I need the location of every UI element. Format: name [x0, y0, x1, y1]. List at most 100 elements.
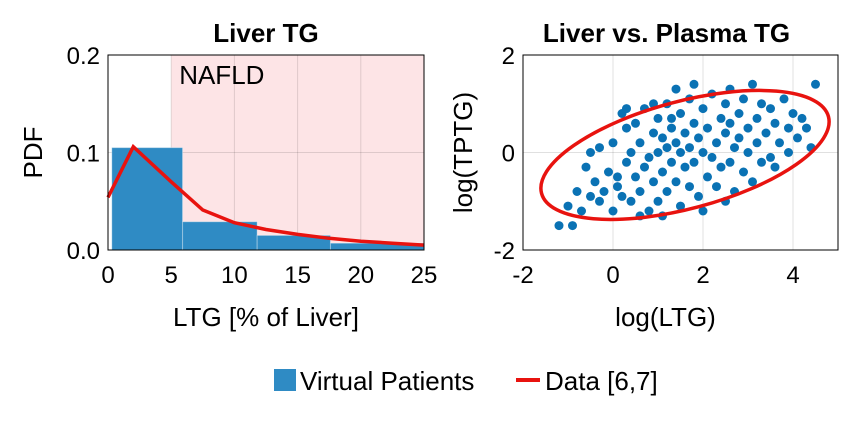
- scatter-point: [671, 84, 681, 94]
- scatter-point: [608, 138, 618, 148]
- y-tick-label: 2: [502, 43, 515, 70]
- scatter-point: [716, 162, 726, 172]
- scatter-point: [793, 133, 802, 143]
- scatter-point: [725, 118, 735, 128]
- scatter-point: [788, 109, 798, 118]
- left-x-axis-label: LTG [% of Liver]: [173, 302, 359, 332]
- scatter-point: [761, 128, 771, 138]
- scatter-point: [743, 148, 753, 157]
- scatter-point: [698, 104, 708, 114]
- x-tick-label: 10: [221, 262, 248, 289]
- scatter-point: [631, 172, 640, 182]
- scatter-point: [667, 113, 676, 123]
- nafld-annotation: NAFLD: [179, 60, 264, 90]
- scatter-point: [694, 133, 703, 143]
- scatter-point: [590, 177, 600, 187]
- scatter-point: [743, 123, 753, 133]
- scatter-point: [766, 152, 775, 162]
- scatter-point: [698, 148, 708, 157]
- scatter-point: [685, 143, 694, 153]
- scatter-point: [622, 157, 631, 167]
- left-axes-frame: [107, 54, 425, 251]
- scatter-point: [653, 196, 663, 206]
- confidence-ellipse: [539, 88, 831, 222]
- scatter-point: [703, 172, 712, 182]
- scatter-point: [599, 187, 609, 196]
- scatter-point: [595, 196, 604, 206]
- scatter-point: [784, 123, 793, 133]
- histogram-bar: [111, 147, 184, 251]
- x-tick-label: -2: [512, 262, 533, 289]
- scatter-point: [694, 191, 703, 201]
- x-tick-label: 5: [165, 262, 178, 289]
- scatter-point: [676, 109, 685, 118]
- scatter-point: [770, 118, 780, 128]
- left-x-tick-labels: 0 5 10 15 20 25: [101, 262, 437, 289]
- scatter-point: [712, 138, 721, 148]
- left-y-tick-labels: 0.0 0.1 0.2: [67, 43, 100, 265]
- scatter-point: [622, 123, 631, 133]
- scatter-point: [802, 123, 811, 133]
- legend: Virtual Patients Data [6,7]: [274, 366, 658, 396]
- scatter-point: [689, 79, 699, 89]
- data-line: [106, 143, 425, 247]
- right-x-tick-labels: -2 0 2 4: [512, 262, 799, 289]
- scatter-point: [676, 148, 685, 157]
- scatter-point: [770, 162, 780, 172]
- scatter-point: [757, 157, 766, 167]
- scatter-point: [752, 113, 762, 123]
- scatter-point: [644, 152, 654, 162]
- scatter-point: [662, 143, 672, 153]
- scatter-point: [635, 187, 645, 196]
- scatter-point: [680, 162, 690, 172]
- scatter-point: [811, 79, 820, 89]
- scatter-point: [721, 128, 730, 138]
- y-tick-label: -2: [494, 238, 515, 265]
- scatter-point: [649, 128, 658, 138]
- scatter-point: [689, 118, 699, 128]
- data-label: Data [6,7]: [545, 366, 658, 396]
- liver-tg-panel: 0 5 10 15 20 25 0.0 0.1 0.2 Liver TG LTG [% of …: [18, 18, 437, 332]
- scatter-point: [698, 206, 708, 216]
- scatter-point: [712, 182, 721, 192]
- scatter-point: [775, 138, 784, 148]
- liver-vs-plasma-tg-panel: -2 0 2 4 -202 Liver vs. Plasma TG log(LTG) …: [448, 18, 839, 332]
- scatter-point: [685, 182, 694, 192]
- nafld-shaded-region: [171, 55, 424, 250]
- scatter-point: [797, 113, 807, 123]
- scatter-point: [595, 143, 604, 153]
- right-axes-frame: [522, 54, 839, 251]
- scatter-point: [617, 191, 627, 201]
- right-y-tick-labels: -2 0 2: [494, 43, 515, 265]
- scatter-point: [671, 138, 681, 148]
- scatter-point: [586, 148, 595, 157]
- scatter-point: [554, 221, 564, 231]
- scatter-point: [613, 182, 622, 192]
- scatter-point: [739, 167, 748, 177]
- scatter-point: [635, 138, 645, 148]
- scatter-point: [671, 177, 681, 187]
- virtual-patients-swatch: [274, 369, 296, 391]
- right-y-axis-label: log(TPTG): [448, 92, 478, 213]
- x-tick-label: 0: [606, 262, 619, 289]
- scatter-point: [608, 206, 618, 216]
- scatter-point: [680, 128, 690, 138]
- scatter-point: [586, 191, 595, 201]
- scatter-point: [653, 113, 663, 123]
- scatter-point: [649, 177, 658, 187]
- y-tick-label: 0.1: [67, 141, 100, 168]
- scatter-point: [658, 167, 667, 177]
- scatter-point: [734, 133, 744, 143]
- histogram-bars: [111, 147, 425, 251]
- y-tick-label: 0: [502, 141, 515, 168]
- scatter-point: [613, 172, 622, 182]
- scatter-point: [631, 118, 640, 128]
- x-tick-label: 2: [696, 262, 709, 289]
- y-tick-label: 0.2: [67, 43, 100, 70]
- scatter-point: [689, 157, 699, 167]
- scatter-point: [748, 177, 757, 187]
- scatter-point: [721, 99, 730, 109]
- y-tick-label: 0.0: [67, 238, 100, 265]
- scatter-point: [667, 123, 676, 133]
- scatter-point: [739, 94, 748, 104]
